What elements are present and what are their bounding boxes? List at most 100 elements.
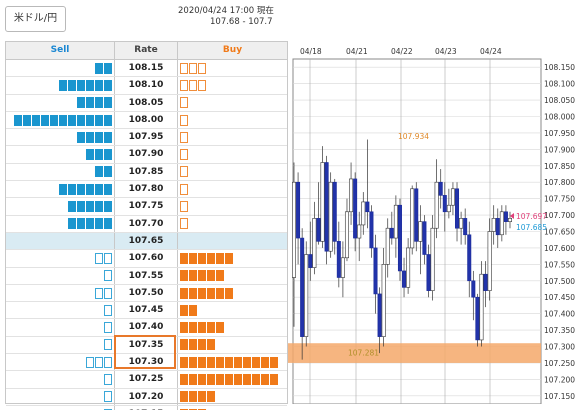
rate-value: 107.55 (115, 267, 178, 284)
rate-value: 107.50 (115, 284, 178, 302)
rate-value: 107.60 (115, 250, 178, 267)
sell-order-block (77, 218, 85, 230)
order-book-row: 107.90 (6, 146, 287, 164)
candle-body (369, 211, 374, 249)
candle-body (455, 188, 460, 229)
y-tick-label: 107.700 (544, 211, 575, 220)
sell-order-block (95, 79, 103, 91)
candle-body (402, 270, 407, 288)
sell-order-block (104, 391, 112, 403)
buy-order-block (180, 391, 188, 403)
quote-timestamp: 2020/04/24 17:00 現在 (178, 6, 274, 16)
y-tick-label: 107.750 (544, 195, 575, 204)
candle-body (418, 221, 423, 242)
sell-volume-cell (6, 354, 115, 371)
order-book-row: 107.80 (6, 181, 287, 199)
rate-value: 107.20 (115, 388, 178, 405)
sell-order-block (68, 218, 76, 230)
buy-order-block (180, 373, 188, 385)
order-book-row: 107.70 (6, 215, 287, 233)
sell-volume-cell (6, 388, 115, 405)
sell-order-block (104, 62, 112, 74)
buy-order-block (180, 270, 188, 282)
sell-volume-cell (6, 129, 115, 146)
candle-body (503, 211, 508, 222)
candle-body (328, 181, 333, 252)
order-book-header: Sell Rate Buy (6, 42, 287, 60)
candle-body (316, 218, 321, 242)
rate-value: 107.75 (115, 198, 178, 215)
candle-body (296, 181, 301, 239)
order-book-row: 107.50 (6, 284, 287, 303)
order-book-row: 107.55 (6, 267, 287, 285)
rate-value: 107.30 (115, 354, 178, 371)
sell-order-block (14, 114, 22, 126)
buy-volume-cell (178, 164, 287, 180)
buy-volume-cell (178, 250, 287, 266)
y-tick-label: 107.550 (544, 260, 575, 269)
buy-order-block (207, 356, 215, 368)
currency-pair-button[interactable]: 米ドル/円 (5, 6, 66, 32)
candle-body (344, 211, 349, 259)
y-tick-label: 108.100 (544, 80, 575, 89)
buy-order-block (189, 62, 197, 74)
buy-order-block (189, 252, 197, 264)
buy-order-block (198, 252, 206, 264)
sell-order-block (95, 218, 103, 230)
sell-volume-cell (6, 111, 115, 129)
candle-body (463, 218, 468, 236)
candle-body (385, 227, 390, 265)
buy-order-block (252, 356, 260, 368)
candle-body (495, 218, 500, 236)
rate-value: 107.45 (115, 302, 178, 319)
sell-volume-cell (6, 232, 115, 250)
candle-body (446, 204, 451, 213)
y-tick-label: 107.450 (544, 293, 575, 302)
buy-volume-cell (178, 60, 287, 76)
sell-order-block (41, 114, 49, 126)
buy-order-block (180, 114, 188, 126)
rate-value: 107.70 (115, 215, 178, 232)
sell-order-block (95, 183, 103, 195)
order-book-row: 107.95 (6, 129, 287, 147)
buy-volume-cell (178, 112, 287, 128)
sell-volume-cell (6, 319, 115, 336)
sell-order-block (86, 201, 94, 213)
sell-order-block (104, 201, 112, 213)
sell-order-block (86, 149, 94, 161)
sell-volume-cell (6, 215, 115, 232)
y-tick-label: 107.900 (544, 145, 575, 154)
sell-order-block (86, 114, 94, 126)
candle-body (450, 188, 455, 206)
buy-order-block (225, 287, 233, 299)
buy-order-block (198, 270, 206, 282)
candle-body (487, 231, 492, 291)
ask-marker (510, 213, 514, 220)
sell-order-block (104, 287, 112, 299)
sell-order-block (104, 131, 112, 143)
buy-order-block (180, 252, 188, 264)
x-tick-label: 04/18 (300, 47, 322, 56)
buy-order-block (180, 304, 188, 316)
buy-order-block (180, 97, 188, 109)
sell-header: Sell (6, 42, 115, 59)
sell-order-block (104, 79, 112, 91)
y-tick-label: 107.400 (544, 310, 575, 319)
order-book-row: 108.15 (6, 60, 287, 78)
sell-order-block (95, 131, 103, 143)
y-tick-label: 107.850 (544, 162, 575, 171)
buy-order-block (207, 339, 215, 351)
x-tick-label: 04/24 (480, 47, 502, 56)
candle-body (508, 218, 513, 222)
low-annotation: 107.281 (348, 349, 379, 358)
buy-volume-cell (178, 319, 287, 335)
quote-range: 107.68 - 107.7 (210, 17, 273, 27)
candle-body (393, 204, 398, 239)
buy-order-block (225, 373, 233, 385)
sell-order-block (95, 149, 103, 161)
candle-body (381, 264, 386, 337)
candle-body (308, 254, 313, 268)
buy-order-block (198, 322, 206, 334)
sell-order-block (104, 408, 112, 410)
sell-volume-cell (6, 267, 115, 284)
